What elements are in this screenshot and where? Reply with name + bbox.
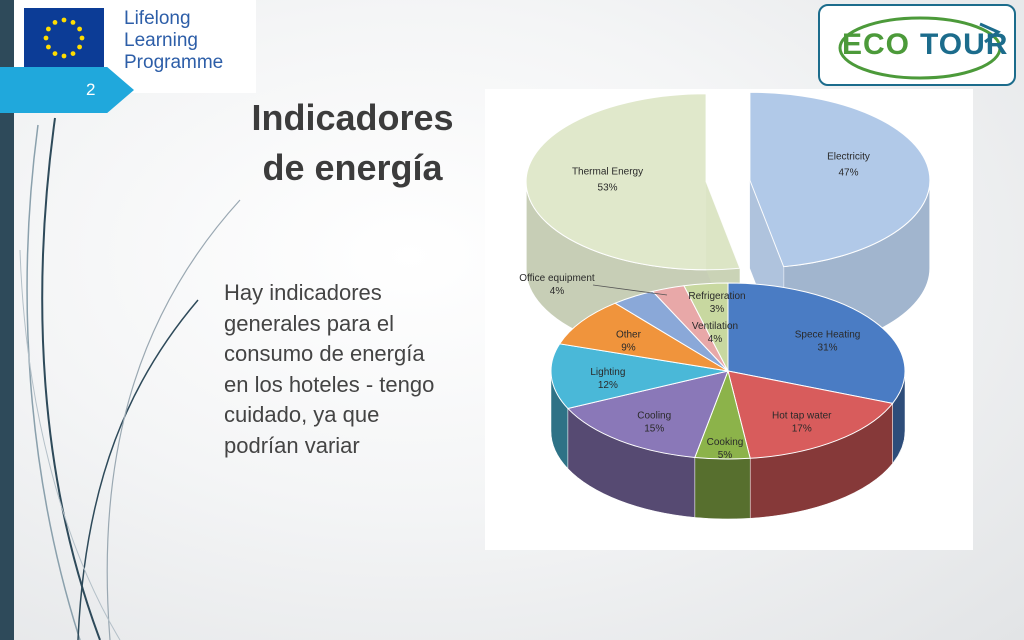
label-value-ventilation: 4% — [708, 334, 723, 345]
ecotour-logo: ECO TOUR — [818, 4, 1016, 86]
slide-number-tab — [0, 67, 134, 113]
leader-line-office-equipment — [592, 284, 668, 296]
label-value-office-equipment: 4% — [550, 286, 565, 297]
slice-other — [558, 302, 729, 372]
label-hot-tap-water: Hot tap water — [772, 410, 832, 421]
eu-star — [77, 44, 82, 50]
left-accent-bar — [0, 0, 14, 640]
slice-electricity — [749, 91, 931, 268]
slice-side-cooking — [694, 457, 751, 520]
decorative-swoosh-lines — [19, 117, 241, 640]
label-electricity: Electricity — [827, 152, 870, 163]
label-other: Other — [616, 329, 642, 340]
body-text: Hay indicadores generales para el consum… — [224, 280, 435, 458]
title-line2: de energía — [262, 147, 443, 188]
label-value-thermal-energy: 53% — [598, 182, 618, 193]
slice-thermal-energy — [525, 93, 741, 271]
label-value-other: 9% — [621, 342, 636, 353]
label-spece-heating: Spece Heating — [795, 329, 861, 340]
eu-star — [61, 17, 67, 23]
label-refrigeration: Refrigeration — [688, 291, 745, 302]
eu-star — [61, 53, 67, 59]
label-thermal-energy: Thermal Energy — [572, 166, 643, 177]
label-value-cooling: 15% — [644, 423, 664, 434]
eco-text-part1: ECO — [842, 28, 911, 61]
eu-star — [52, 51, 58, 56]
llp-line1: Lifelong — [124, 8, 191, 29]
label-value-refrigeration: 3% — [710, 304, 725, 315]
label-value-spece-heating: 31% — [818, 342, 838, 353]
eu-star — [46, 26, 51, 32]
eu-star — [46, 44, 51, 50]
slice-ventilation — [683, 282, 729, 372]
eu-star — [77, 26, 82, 32]
eu-star — [43, 35, 49, 41]
llp-line3: Programme — [124, 52, 224, 73]
label-cooling: Cooling — [637, 410, 671, 421]
slice-hot-tap-water — [727, 370, 894, 459]
slide-title: Indicadores de energía — [220, 93, 485, 193]
slice-cooling — [566, 370, 729, 458]
energy-pie-chart: Electricity 47% Thermal Energy 53% Spece Hea… — [485, 89, 973, 550]
slice-spece-heating — [727, 282, 906, 404]
label-value-electricity: 47% — [838, 168, 858, 179]
label-cooking: Cooking — [707, 437, 744, 448]
pie-chart-svg: Electricity 47% Thermal Energy 53% Spece Hea… — [519, 91, 931, 520]
eu-star — [52, 20, 58, 25]
label-ventilation: Ventilation — [692, 321, 738, 332]
title-line1: Indicadores — [251, 97, 454, 138]
label-value-cooking: 5% — [718, 450, 733, 461]
eu-star — [79, 35, 85, 41]
label-value-lighting: 12% — [598, 380, 618, 391]
slice-lighting — [550, 343, 729, 410]
label-lighting: Lighting — [590, 367, 625, 378]
label-office-equipment: Office equipment — [519, 273, 595, 284]
label-value-hot-tap-water: 17% — [792, 423, 812, 434]
eu-flag-icon — [24, 8, 104, 68]
ecotour-circle-icon — [838, 16, 1002, 80]
eu-star — [70, 20, 76, 25]
eu-star — [70, 51, 76, 56]
slide-number: 2 — [86, 80, 96, 99]
llp-line2: Learning — [124, 30, 198, 51]
eco-text-part2: TOUR — [920, 28, 1009, 61]
lifelong-learning-logo: Lifelong Learning Programme — [14, 0, 256, 93]
